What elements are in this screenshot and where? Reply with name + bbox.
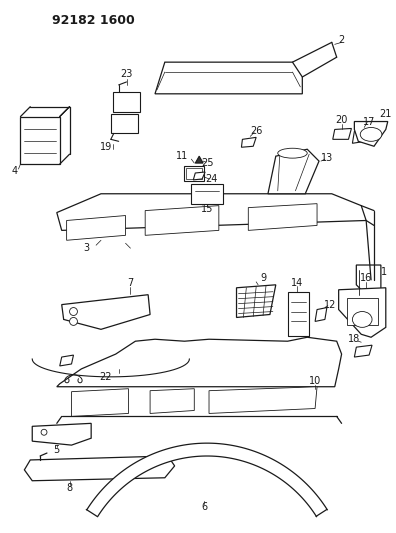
Bar [185, 166, 204, 181]
Text: 11: 11 [176, 151, 188, 161]
Polygon shape [62, 295, 150, 329]
Polygon shape [339, 288, 386, 337]
Polygon shape [209, 387, 317, 414]
Text: 5: 5 [54, 445, 60, 455]
Polygon shape [87, 443, 327, 516]
Polygon shape [150, 389, 194, 414]
Polygon shape [352, 130, 368, 143]
Polygon shape [57, 194, 366, 230]
Text: 23: 23 [120, 69, 133, 79]
Ellipse shape [360, 127, 382, 141]
Polygon shape [333, 128, 351, 139]
Text: 1: 1 [381, 267, 387, 277]
Text: 15: 15 [201, 204, 213, 214]
Text: 10: 10 [309, 376, 321, 386]
Text: 12: 12 [324, 300, 336, 310]
Polygon shape [60, 355, 74, 366]
Polygon shape [236, 285, 276, 318]
Text: 18: 18 [348, 334, 360, 344]
Text: 2: 2 [339, 35, 345, 45]
Text: 22: 22 [100, 372, 112, 382]
Text: 4: 4 [11, 166, 18, 176]
Polygon shape [354, 122, 388, 146]
Ellipse shape [352, 311, 372, 327]
Bar [346, 297, 378, 325]
Polygon shape [57, 337, 342, 387]
Text: 13: 13 [321, 153, 333, 163]
Text: 8: 8 [67, 483, 72, 492]
Polygon shape [25, 456, 175, 481]
Text: 92182 1600: 92182 1600 [52, 14, 135, 27]
Text: 9: 9 [260, 273, 266, 283]
Bar [187, 168, 202, 179]
Polygon shape [155, 62, 302, 94]
Text: 6: 6 [201, 503, 207, 512]
Polygon shape [242, 138, 256, 147]
Text: 24: 24 [205, 174, 217, 184]
Polygon shape [32, 423, 91, 445]
Polygon shape [195, 156, 203, 163]
Ellipse shape [70, 308, 77, 316]
Polygon shape [72, 389, 128, 416]
Bar [175, 351, 192, 364]
Text: 16: 16 [360, 273, 372, 283]
Polygon shape [145, 206, 219, 236]
Bar [113, 92, 140, 111]
Text: 3: 3 [83, 243, 89, 253]
Text: 17: 17 [363, 117, 375, 126]
Text: 21: 21 [380, 109, 392, 119]
Polygon shape [268, 149, 319, 194]
Text: 19: 19 [100, 142, 112, 152]
Polygon shape [354, 345, 372, 357]
Ellipse shape [278, 148, 307, 158]
Polygon shape [248, 204, 317, 230]
Polygon shape [193, 172, 205, 180]
Text: 14: 14 [291, 278, 303, 288]
Polygon shape [315, 308, 327, 321]
Text: 7: 7 [128, 278, 133, 288]
Polygon shape [356, 265, 381, 300]
Ellipse shape [70, 318, 77, 325]
Polygon shape [67, 215, 126, 240]
Text: 25: 25 [201, 158, 213, 168]
Bar [191, 184, 223, 204]
Bar [21, 117, 60, 164]
Bar [111, 114, 138, 133]
Text: 26: 26 [250, 126, 262, 136]
Bar [287, 292, 309, 336]
Ellipse shape [41, 429, 47, 435]
Text: 20: 20 [335, 115, 348, 125]
